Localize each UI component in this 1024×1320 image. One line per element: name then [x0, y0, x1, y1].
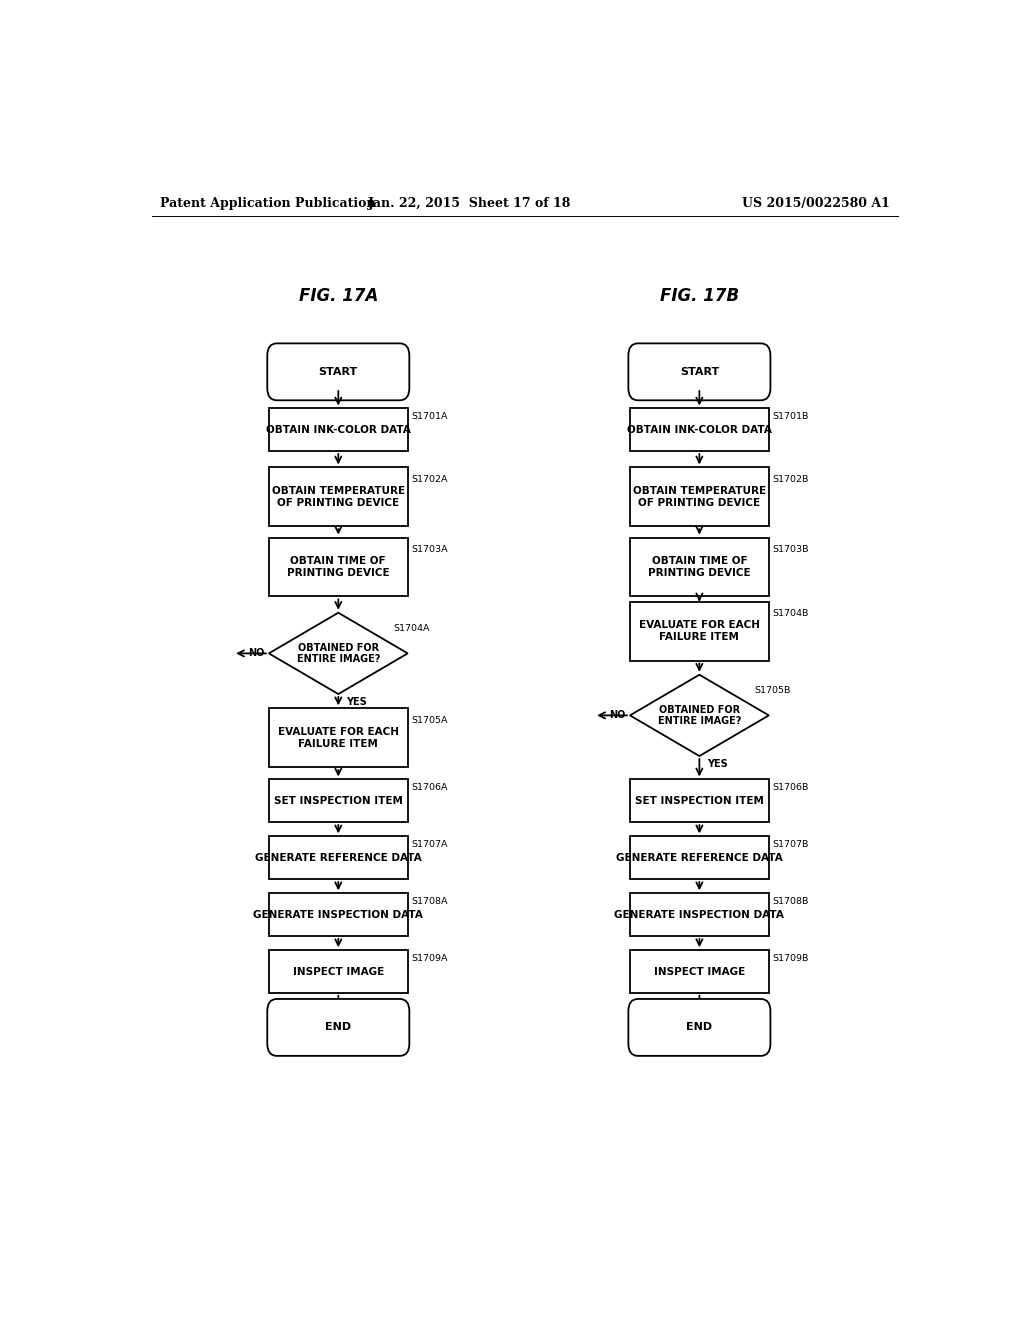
Text: S1701B: S1701B [772, 412, 808, 421]
Text: START: START [318, 367, 358, 376]
Text: S1706A: S1706A [411, 784, 447, 792]
Text: GENERATE INSPECTION DATA: GENERATE INSPECTION DATA [614, 909, 784, 920]
Text: S1702A: S1702A [411, 475, 447, 483]
Bar [269, 467, 408, 527]
Bar [630, 779, 769, 822]
FancyBboxPatch shape [629, 343, 770, 400]
Text: END: END [326, 1023, 351, 1032]
Polygon shape [630, 675, 769, 756]
Text: SET INSPECTION ITEM: SET INSPECTION ITEM [635, 796, 764, 805]
Text: S1708A: S1708A [411, 898, 447, 907]
Text: S1707B: S1707B [772, 841, 808, 849]
Text: S1705B: S1705B [755, 686, 791, 696]
Polygon shape [269, 612, 408, 694]
Text: S1707A: S1707A [411, 841, 447, 849]
Text: US 2015/0022580 A1: US 2015/0022580 A1 [742, 197, 890, 210]
Text: NO: NO [609, 710, 626, 721]
Text: YES: YES [346, 697, 367, 708]
Text: FIG. 17A: FIG. 17A [299, 286, 378, 305]
Bar [269, 779, 408, 822]
Text: START: START [680, 367, 719, 376]
Text: OBTAINED FOR
ENTIRE IMAGE?: OBTAINED FOR ENTIRE IMAGE? [297, 643, 380, 664]
FancyBboxPatch shape [267, 343, 410, 400]
Text: S1705A: S1705A [411, 715, 447, 725]
Text: OBTAINED FOR
ENTIRE IMAGE?: OBTAINED FOR ENTIRE IMAGE? [657, 705, 741, 726]
Bar [269, 837, 408, 879]
FancyBboxPatch shape [629, 999, 770, 1056]
Text: EVALUATE FOR EACH
FAILURE ITEM: EVALUATE FOR EACH FAILURE ITEM [278, 727, 398, 748]
Bar [269, 894, 408, 936]
Text: OBTAIN INK-COLOR DATA: OBTAIN INK-COLOR DATA [627, 425, 772, 434]
Text: SET INSPECTION ITEM: SET INSPECTION ITEM [273, 796, 402, 805]
Bar [630, 950, 769, 993]
Text: END: END [686, 1023, 713, 1032]
Bar [630, 467, 769, 527]
Text: S1708B: S1708B [772, 898, 808, 907]
Text: S1709B: S1709B [772, 954, 808, 964]
Bar [630, 602, 769, 660]
Text: OBTAIN TIME OF
PRINTING DEVICE: OBTAIN TIME OF PRINTING DEVICE [287, 556, 389, 578]
Text: GENERATE REFERENCE DATA: GENERATE REFERENCE DATA [616, 853, 782, 863]
Text: OBTAIN TEMPERATURE
OF PRINTING DEVICE: OBTAIN TEMPERATURE OF PRINTING DEVICE [633, 486, 766, 508]
Text: FIG. 17B: FIG. 17B [659, 286, 739, 305]
Text: EVALUATE FOR EACH
FAILURE ITEM: EVALUATE FOR EACH FAILURE ITEM [639, 620, 760, 642]
Text: S1709A: S1709A [411, 954, 447, 964]
Text: GENERATE REFERENCE DATA: GENERATE REFERENCE DATA [255, 853, 422, 863]
Text: OBTAIN TIME OF
PRINTING DEVICE: OBTAIN TIME OF PRINTING DEVICE [648, 556, 751, 578]
Bar [630, 837, 769, 879]
Text: Jan. 22, 2015  Sheet 17 of 18: Jan. 22, 2015 Sheet 17 of 18 [368, 197, 571, 210]
Bar [630, 894, 769, 936]
Text: INSPECT IMAGE: INSPECT IMAGE [293, 966, 384, 977]
Bar [630, 537, 769, 597]
Bar [269, 709, 408, 767]
Text: NO: NO [249, 648, 265, 659]
Text: INSPECT IMAGE: INSPECT IMAGE [653, 966, 745, 977]
Text: S1704B: S1704B [772, 609, 808, 618]
Bar [269, 537, 408, 597]
Text: YES: YES [708, 759, 728, 770]
Text: S1701A: S1701A [411, 412, 447, 421]
Text: Patent Application Publication: Patent Application Publication [160, 197, 375, 210]
Text: S1702B: S1702B [772, 475, 808, 483]
Text: OBTAIN TEMPERATURE
OF PRINTING DEVICE: OBTAIN TEMPERATURE OF PRINTING DEVICE [271, 486, 404, 508]
Bar [630, 408, 769, 451]
Bar [269, 950, 408, 993]
Bar [269, 408, 408, 451]
Text: S1706B: S1706B [772, 784, 808, 792]
Text: S1704A: S1704A [393, 624, 430, 634]
Text: OBTAIN INK-COLOR DATA: OBTAIN INK-COLOR DATA [266, 425, 411, 434]
Text: GENERATE INSPECTION DATA: GENERATE INSPECTION DATA [253, 909, 423, 920]
Text: S1703B: S1703B [772, 545, 809, 554]
Text: S1703A: S1703A [411, 545, 447, 554]
FancyBboxPatch shape [267, 999, 410, 1056]
